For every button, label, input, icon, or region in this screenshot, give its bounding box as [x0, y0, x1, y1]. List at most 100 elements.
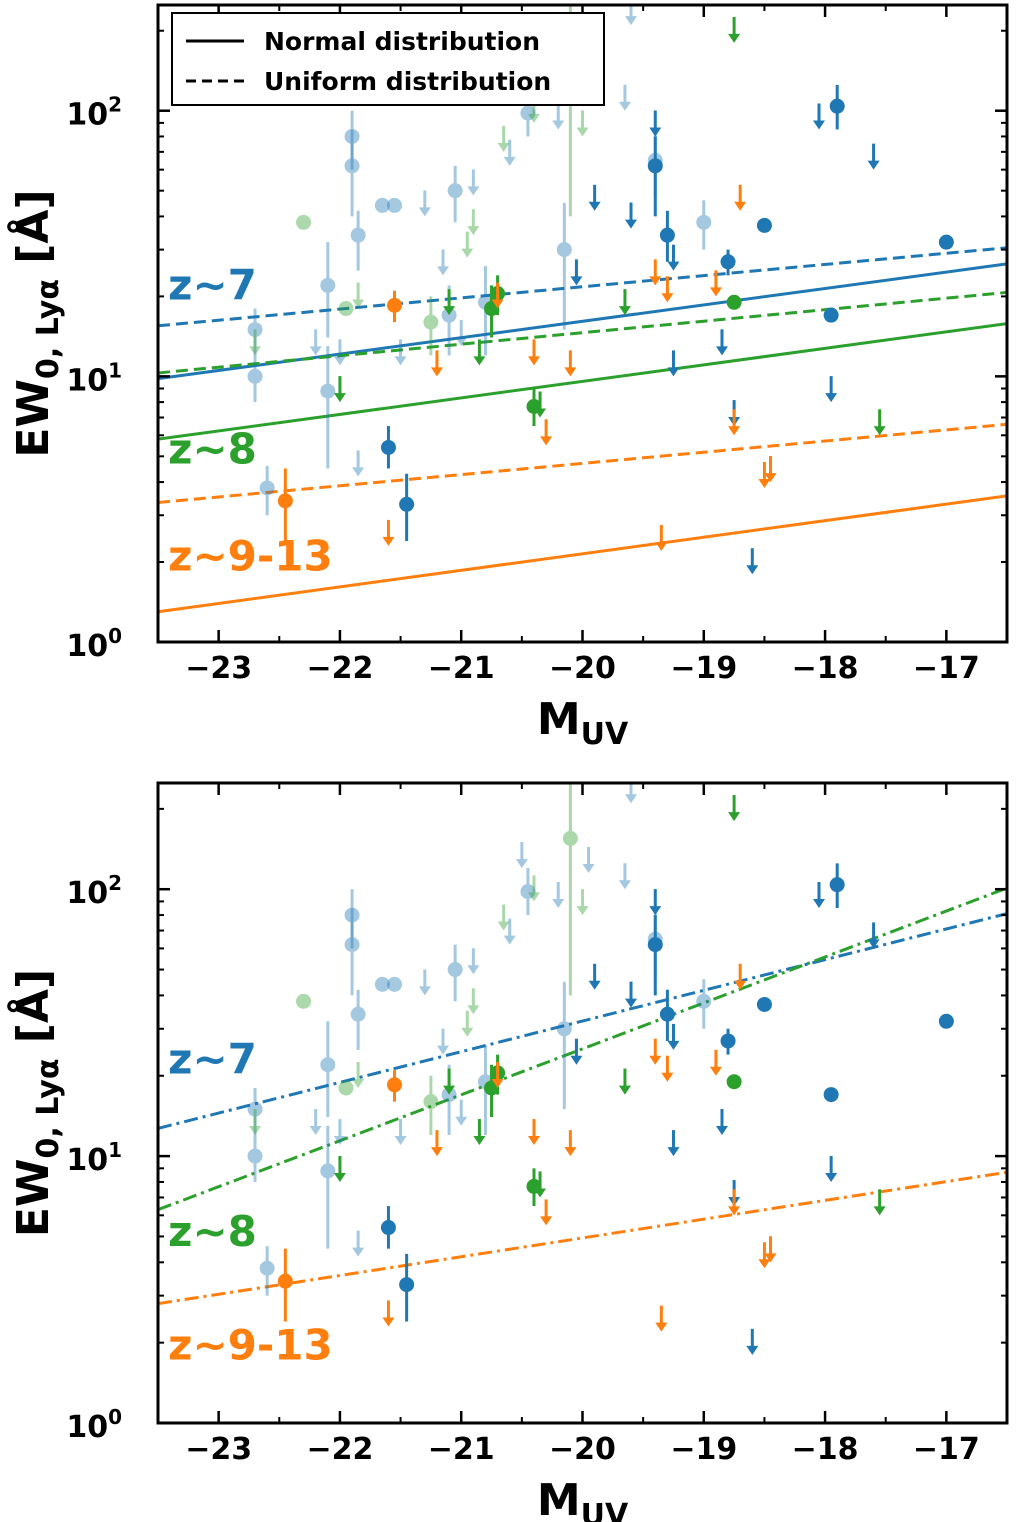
arrow-head: [813, 120, 826, 130]
data-point: [829, 863, 845, 909]
x-tick-label: −18: [792, 651, 859, 686]
arrow-head: [249, 346, 262, 356]
upper-limit-arrow: [764, 456, 777, 483]
marker-z7: [520, 105, 536, 121]
x-axis-label-main: M: [537, 694, 581, 745]
marker-z8: [423, 1094, 439, 1110]
upper-limit-arrow: [764, 1236, 777, 1263]
arrow-head: [661, 293, 674, 303]
arrow-head: [588, 980, 601, 990]
arrow-head: [758, 478, 771, 488]
y-tick-exp: 0: [108, 624, 122, 648]
data-point: [659, 210, 675, 262]
arrow-head: [430, 367, 443, 377]
marker-z7: [647, 158, 663, 174]
data-point: [296, 993, 312, 1009]
arrow-head: [709, 287, 722, 297]
upper-limit-arrow: [333, 1119, 346, 1146]
arrow-head: [527, 892, 540, 902]
upper-limit-arrow: [527, 875, 540, 902]
marker-z8: [296, 993, 312, 1009]
arrow-head: [618, 306, 631, 316]
data-point: [829, 84, 845, 130]
y-axis-label-sub: 0, Lyα: [31, 1059, 66, 1159]
plot-area: [158, 783, 1007, 1355]
upper-limit-arrow: [382, 1300, 395, 1327]
data-point: [320, 242, 336, 338]
arrow-head: [825, 1172, 838, 1182]
upper-limit-arrow: [394, 1119, 407, 1146]
y-tick-exp: 2: [108, 93, 122, 117]
marker-z7: [247, 322, 263, 338]
data-point: [556, 202, 572, 330]
upper-limit-arrow: [709, 270, 722, 297]
upper-limit-arrow: [540, 1199, 553, 1226]
data-point: [520, 868, 536, 916]
upper-limit-arrow: [576, 889, 589, 916]
y-tick-base: 10: [66, 1410, 108, 1445]
arrow-head: [534, 1188, 547, 1198]
arrow-head: [352, 467, 365, 477]
data-point: [387, 197, 403, 213]
data-point: [647, 915, 663, 996]
data-point: [696, 200, 712, 250]
arrow-head: [467, 1005, 480, 1015]
data-point: [374, 197, 390, 213]
y-tick-exp: 1: [108, 1138, 122, 1162]
upper-limit-arrow: [873, 1189, 886, 1216]
arrow-head: [625, 219, 638, 229]
marker-z9: [387, 297, 403, 313]
x-tick-label: −19: [670, 651, 737, 686]
arrow-head: [352, 299, 365, 309]
y-tick-base: 10: [66, 876, 108, 911]
x-tick-label: −17: [913, 1432, 980, 1467]
y-tick-label: 101: [66, 358, 122, 398]
marker-z7: [696, 214, 712, 230]
marker-z7: [720, 1033, 736, 1049]
data-point: [720, 249, 736, 276]
data-point: [320, 1021, 336, 1118]
marker-z8: [726, 1074, 742, 1090]
upper-limit-arrow: [625, 783, 638, 804]
x-tick-label: −21: [428, 651, 495, 686]
arrow-head: [461, 248, 474, 258]
upper-limit-arrow: [473, 339, 486, 366]
upper-limit-arrow: [467, 948, 480, 975]
upper-limit-arrow: [588, 963, 601, 990]
data-point: [399, 473, 415, 541]
arrow-head: [618, 880, 631, 890]
upper-limit-arrow: [382, 519, 395, 546]
arrow-head: [649, 276, 662, 286]
arrow-head: [382, 536, 395, 546]
marker-z7: [380, 439, 396, 455]
data-point: [726, 1074, 742, 1090]
arrow-head: [570, 1055, 583, 1065]
arrow-head: [437, 266, 450, 276]
upper-limit-arrow: [649, 1038, 662, 1065]
x-axis-label: MUV: [537, 1475, 629, 1522]
marker-z7: [756, 996, 772, 1012]
arrow-head: [309, 1125, 322, 1135]
upper-limit-arrow: [443, 1068, 456, 1095]
marker-z8: [423, 314, 439, 330]
arrow-head: [564, 367, 577, 377]
arrow-head: [873, 426, 886, 436]
upper-limit-arrow: [497, 125, 510, 152]
marker-z7: [823, 1087, 839, 1103]
upper-limit-arrow: [249, 329, 262, 356]
upper-limit-arrow: [570, 259, 583, 286]
data-point: [344, 908, 360, 996]
arrow-head: [734, 980, 747, 990]
fit-line-9-dashdot: [158, 1170, 1007, 1306]
arrow-head: [461, 1027, 474, 1037]
upper-limit-arrow: [540, 419, 553, 446]
marker-z8: [562, 830, 578, 846]
upper-limit-arrow: [728, 1189, 741, 1216]
upper-limit-arrow: [333, 376, 346, 403]
arrow-head: [667, 1147, 680, 1157]
arrow-head: [534, 408, 547, 418]
marker-z7: [556, 1021, 572, 1037]
marker-z8: [296, 214, 312, 230]
upper-limit-arrow: [867, 143, 880, 170]
arrow-head: [333, 1172, 346, 1182]
